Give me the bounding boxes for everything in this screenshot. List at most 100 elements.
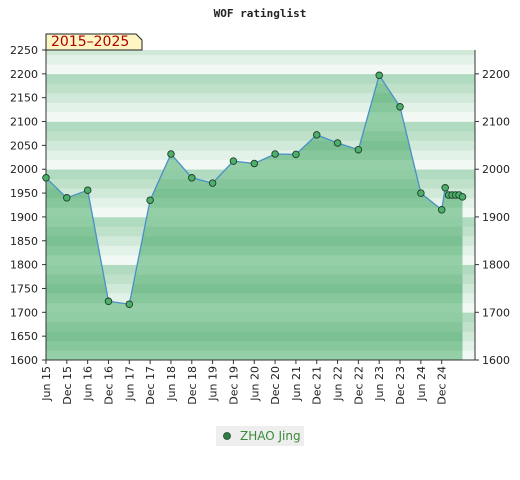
data-point (208, 179, 217, 187)
band-light (46, 73, 475, 79)
data-point (83, 186, 92, 194)
band-dark (46, 226, 463, 232)
band-dark (46, 231, 463, 237)
y-tick-label-left: 2050 (10, 139, 38, 152)
band-dark (46, 302, 463, 308)
band-light (46, 145, 475, 151)
band-light (46, 64, 475, 70)
data-point (250, 159, 259, 168)
band-dark (46, 250, 463, 256)
band-light (46, 135, 475, 141)
band-light (46, 50, 475, 56)
y-tick-label-left: 1800 (10, 259, 38, 272)
data-point (271, 150, 279, 158)
band-dark (46, 298, 463, 304)
band-dark (46, 321, 463, 327)
band-dark (46, 174, 463, 180)
y-tick-label-left: 2250 (10, 44, 38, 57)
x-tick-label: Jun 20 (248, 366, 261, 402)
y-tick-label-left: 1700 (10, 306, 38, 319)
data-point (396, 103, 404, 111)
band-dark (46, 236, 463, 242)
y-tick-label-left: 1750 (10, 282, 38, 295)
y-tick-label-left: 1950 (10, 187, 38, 200)
data-point (292, 150, 300, 159)
band-dark (46, 178, 463, 184)
band-dark (46, 240, 463, 246)
legend-marker (223, 432, 231, 440)
band-light (46, 140, 475, 146)
band-dark (46, 269, 463, 275)
band-dark (46, 331, 463, 337)
band-dark (46, 169, 463, 175)
band-dark (46, 283, 463, 289)
data-point (188, 174, 196, 182)
band-dark (46, 255, 463, 261)
band-dark (46, 307, 463, 313)
data-point (229, 157, 238, 165)
data-point (417, 189, 425, 197)
period-badge: 2015–2025 (45, 33, 143, 51)
x-tick-label: Jun 23 (373, 366, 386, 402)
band-light (46, 59, 475, 65)
x-tick-label: Jun 17 (123, 366, 136, 402)
x-tick-label: Jun 24 (415, 366, 428, 402)
data-point (125, 300, 134, 308)
y-tick-label-left: 1900 (10, 211, 38, 224)
y-tick-label-left: 2000 (10, 163, 38, 176)
band-light (46, 88, 475, 94)
band-dark (46, 202, 463, 208)
band-light (46, 83, 475, 89)
x-tick-label: Dec 17 (144, 366, 157, 405)
x-tick-label: Jun 16 (82, 366, 95, 402)
y-tick-label-left: 2100 (10, 116, 38, 129)
x-tick-label: Jun 22 (332, 366, 345, 402)
band-light (46, 150, 475, 156)
data-point (42, 174, 50, 182)
y-tick-label-right: 1600 (482, 354, 510, 367)
y-tick-label-right: 2000 (482, 163, 510, 176)
band-light (46, 78, 475, 84)
band-dark (46, 207, 463, 213)
band-dark (46, 288, 463, 294)
y-axis-left: 1600 1650 1700 1750 1800 1850 1900 1950 2000 2050… (10, 44, 46, 367)
data-point (458, 193, 467, 201)
data-point (375, 71, 383, 80)
chart-title: WOF ratinglist (214, 7, 307, 20)
x-tick-label: Jun 15 (40, 366, 53, 402)
x-tick-label: Dec 23 (394, 366, 407, 405)
y-tick-label-left: 2150 (10, 92, 38, 105)
band-dark (46, 274, 463, 280)
period-badge-label: 2015–2025 (51, 34, 129, 50)
data-point (354, 145, 363, 154)
x-tick-label: Dec 21 (311, 366, 324, 405)
y-tick-label-right: 2200 (482, 68, 510, 81)
band-dark (46, 245, 463, 251)
band-dark (46, 216, 463, 222)
band-dark (46, 355, 463, 361)
band-dark (46, 336, 463, 342)
y-tick-label-right: 1900 (482, 211, 510, 224)
legend-box (216, 426, 304, 446)
x-tick-label: Dec 18 (186, 366, 199, 405)
legend[interactable]: ZHAO Jing (216, 426, 304, 446)
x-tick-label: Dec 19 (227, 366, 240, 405)
band-dark (46, 312, 463, 318)
x-tick-label: Jun 21 (290, 366, 303, 402)
band-dark (46, 212, 463, 218)
band-light (46, 112, 475, 118)
band-dark (46, 197, 463, 203)
band-dark (46, 278, 463, 284)
data-point (63, 194, 71, 202)
band-light (46, 54, 475, 60)
band-light (46, 69, 475, 75)
band-light (46, 131, 475, 137)
x-tick-label: Dec 16 (102, 366, 115, 405)
band-dark (46, 345, 463, 351)
x-tick-label: Jun 18 (165, 366, 178, 402)
band-dark (46, 183, 463, 189)
band-dark (46, 188, 463, 194)
band-dark (46, 293, 463, 299)
band-dark (46, 264, 463, 270)
